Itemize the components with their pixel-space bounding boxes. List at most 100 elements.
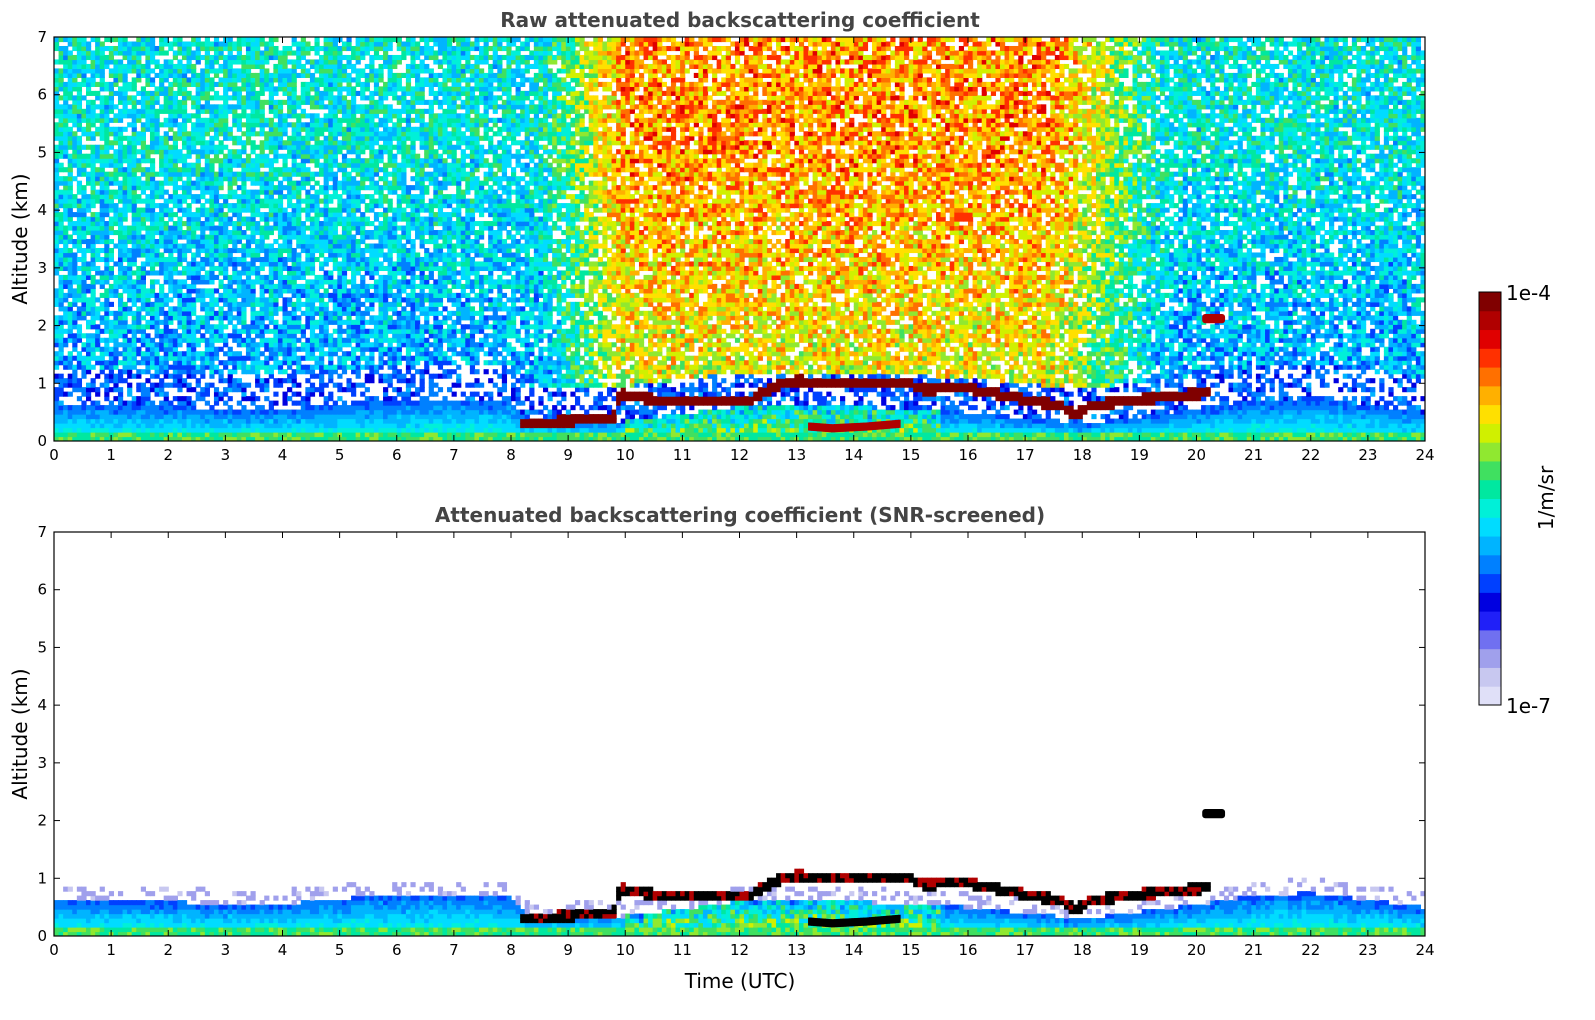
heatmap-cell [168,382,174,388]
heatmap-cell [172,63,178,70]
heatmap-cell [104,436,110,441]
heatmap-cell [168,117,174,123]
heatmap-cell [67,306,73,312]
heatmap-cell [163,364,169,370]
heatmap-cell [181,283,188,289]
heatmap-cell [213,176,220,182]
heatmap-cell [346,423,352,429]
heatmap-cell [181,41,188,47]
heatmap-cell [81,239,87,245]
heatmap-cell [54,167,60,173]
heatmap-cell [255,144,261,150]
heatmap-cell [58,279,64,285]
heatmap-cell [140,167,146,173]
heatmap-cell [99,135,105,141]
heatmap-cell [76,337,83,343]
heatmap-cell [268,81,274,87]
heatmap-cell [328,176,334,182]
heatmap-cell [104,378,110,384]
heatmap-cell [67,41,73,47]
heatmap-cell [236,418,242,424]
heatmap-cell [250,162,256,168]
heatmap-cell [172,104,178,110]
heatmap-cell [291,391,297,397]
heatmap-cell [341,117,348,123]
heatmap-cell [181,382,188,388]
heatmap-cell [296,414,302,420]
heatmap-cell [300,396,306,402]
heatmap-cell [213,203,220,209]
heatmap-cell [117,409,124,415]
heatmap-cell [264,360,270,366]
heatmap-cell [163,221,169,227]
heatmap-cell [140,270,146,276]
heatmap-cell [136,283,142,289]
heatmap-cell [268,225,274,231]
heatmap-cell [122,310,128,316]
heatmap-cell [346,144,352,150]
heatmap-cell [259,234,265,240]
heatmap-cell [319,342,325,348]
heatmap-cell [223,364,229,370]
heatmap-cell [149,292,156,298]
heatmap-cell [104,59,110,65]
heatmap-cell [177,333,183,339]
heatmap-cell [54,301,60,307]
heatmap-cell [85,239,92,245]
heatmap-cell [99,221,105,227]
heatmap-cell [200,140,206,146]
heatmap-cell [282,131,288,137]
heatmap-cell [241,360,247,366]
heatmap-cell [223,288,229,294]
heatmap-cell [72,261,78,267]
heatmap-cell [296,126,302,132]
heatmap-cell [104,37,110,43]
heatmap-cell [159,216,165,222]
heatmap-cell [154,364,160,370]
heatmap-cell [145,333,151,339]
heatmap-cell [204,216,210,222]
heatmap-cell [296,185,302,191]
heatmap-cell [67,171,73,177]
heatmap-cell [213,423,220,429]
heatmap-cell [341,225,348,231]
heatmap-cell [218,369,224,375]
heatmap-cell [332,414,338,420]
heatmap-cell [227,310,233,316]
heatmap-cell [113,360,119,366]
heatmap-cell [85,346,92,352]
heatmap-cell [154,427,160,433]
heatmap-cell [186,234,192,240]
heatmap-cell [360,247,366,254]
heatmap-cell [95,239,101,245]
heatmap-cell [282,72,288,78]
heatmap-cell [319,360,325,366]
heatmap-cell [328,283,334,289]
heatmap-cell [223,95,229,101]
heatmap-cell [332,256,338,263]
heatmap-cell [191,144,197,150]
heatmap-cell [113,37,119,43]
heatmap-cell [364,355,370,361]
heatmap-cell [241,423,247,429]
heatmap-cell [67,378,73,384]
heatmap-cell [346,239,352,245]
heatmap-cell [264,310,270,316]
heatmap-cell [72,423,78,429]
heatmap-cell [264,225,270,231]
heatmap-cell [145,203,151,209]
heatmap-cell [227,297,233,303]
heatmap-cell [223,63,229,70]
heatmap-cell [232,104,238,110]
heatmap-cell [136,41,142,47]
heatmap-cell [195,180,201,186]
heatmap-cell [241,131,247,137]
heatmap-cell [81,144,87,150]
heatmap-cell [346,176,352,182]
heatmap-cell [213,288,220,294]
heatmap-cell [200,427,206,433]
heatmap-cell [355,405,361,411]
heatmap-cell [204,99,210,105]
heatmap-cell [76,288,83,294]
heatmap-cell [195,234,201,240]
